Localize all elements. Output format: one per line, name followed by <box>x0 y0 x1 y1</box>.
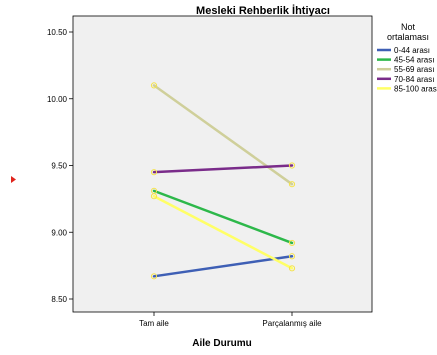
series-point <box>150 82 158 89</box>
x-tick-label: Parçalanmış aile <box>262 319 322 328</box>
series-line-2 <box>152 189 294 245</box>
legend-label: 70-84 arası <box>394 75 434 84</box>
series-line-4 <box>152 164 294 174</box>
series-point <box>288 253 296 260</box>
x-axis: Tam aile Parçalanmış aile <box>139 312 322 328</box>
legend-label: 0-44 arası <box>394 46 430 55</box>
y-tick-label: 8.50 <box>51 295 67 304</box>
legend-label: 85-100 arası <box>394 84 437 93</box>
y-tick-label: 9.00 <box>51 228 67 237</box>
series-point <box>288 265 296 272</box>
series-line-1 <box>152 255 294 278</box>
x-tick-label: Tam aile <box>139 319 169 328</box>
series-point <box>150 193 158 200</box>
series-point <box>288 181 296 188</box>
legend-title: Not <box>401 22 416 32</box>
pointer-marker-icon <box>11 176 16 183</box>
series-lines <box>152 84 294 278</box>
y-axis: 8.50 9.00 9.50 10.00 10.50 <box>47 28 73 304</box>
series-point <box>288 162 296 169</box>
series-line-5 <box>152 194 294 270</box>
x-axis-label: Aile Durumu <box>192 338 251 349</box>
series-point <box>288 239 296 247</box>
y-tick-label: 9.50 <box>51 162 67 171</box>
legend-label: 45-54 arası <box>394 56 434 65</box>
legend-label: 55-69 arası <box>394 65 434 74</box>
series-markers <box>150 82 296 280</box>
y-tick-label: 10.50 <box>47 28 68 37</box>
chart-title: Mesleki Rehberlik İhtiyacı <box>196 4 330 17</box>
series-point <box>150 273 158 280</box>
legend-title: ortalaması <box>387 32 429 42</box>
series-point <box>150 169 158 176</box>
y-tick-label: 10.00 <box>47 95 68 104</box>
plot-area <box>72 15 373 313</box>
